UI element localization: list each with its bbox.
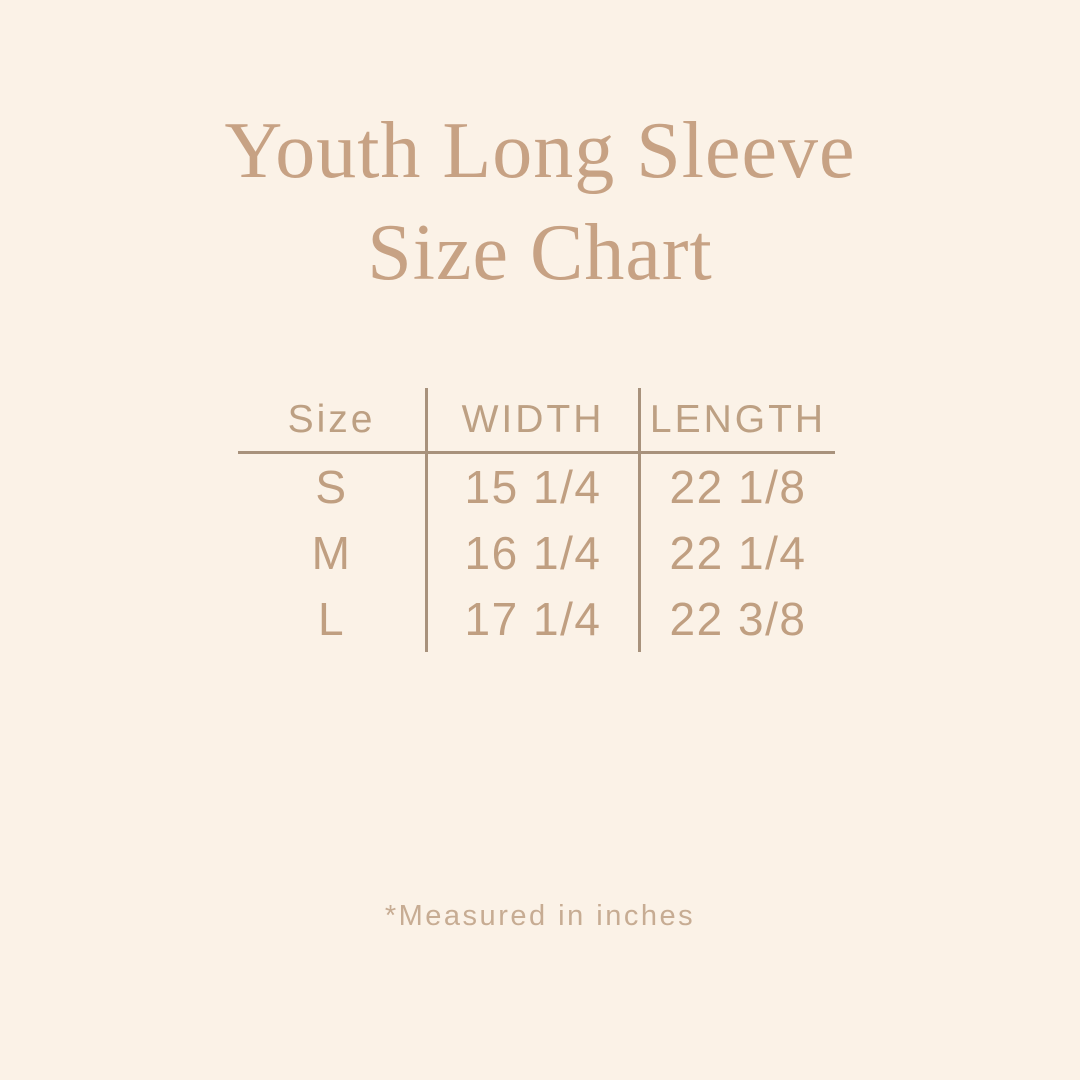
table-row-m-length: 22 1/4 <box>638 520 835 586</box>
table-row-l-size: L <box>317 593 346 645</box>
page-title: Youth Long Sleeve Size Chart <box>0 100 1080 305</box>
table-row-m-size: M <box>311 527 352 579</box>
table-row-s-width: 15 1/4 <box>425 454 638 520</box>
table-row-l-length: 22 3/8 <box>638 586 835 652</box>
table-row-s-size: S <box>315 461 348 513</box>
column-header-size: Size <box>238 388 425 454</box>
column-header-width: WIDTH <box>425 388 638 454</box>
title-line-2: Size Chart <box>367 209 713 298</box>
table-row-l-width: 17 1/4 <box>425 586 638 652</box>
size-table: Size WIDTH LENGTH S 15 1/4 22 1/8 M 16 1… <box>238 388 835 652</box>
footnote: *Measured in inches <box>384 900 696 932</box>
title-line-1: Youth Long Sleeve <box>224 107 856 195</box>
table-row-m-width: 16 1/4 <box>425 520 638 586</box>
column-header-length: LENGTH <box>638 388 835 454</box>
table-row-s-length: 22 1/8 <box>638 454 835 520</box>
